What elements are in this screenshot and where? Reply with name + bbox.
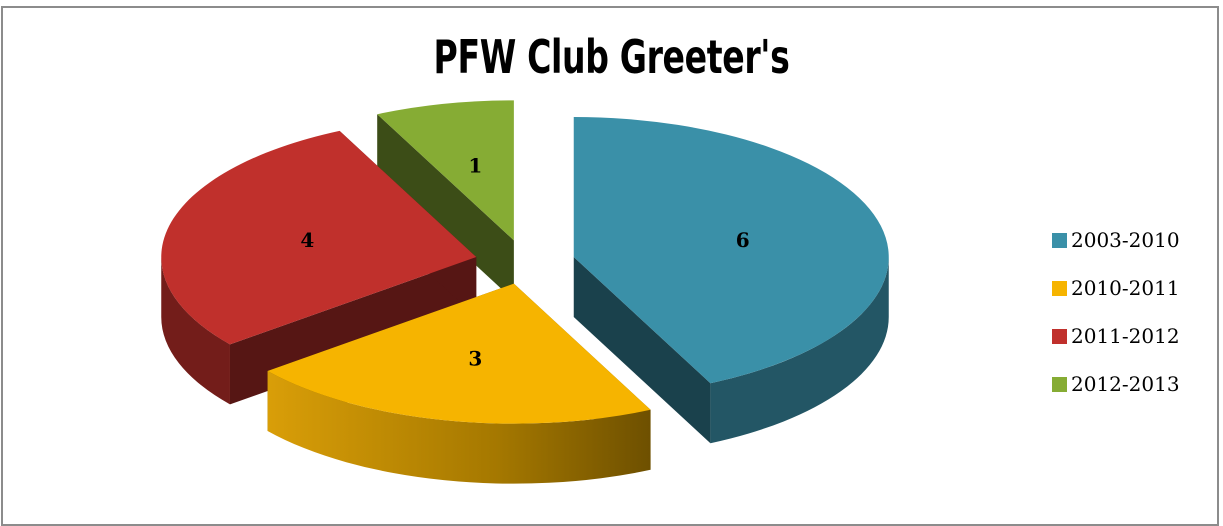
legend-item: 2003-2010	[1052, 216, 1180, 264]
legend-swatch	[1052, 376, 1067, 392]
legend-swatch	[1052, 232, 1067, 248]
pie-slice-wall	[267, 370, 651, 484]
pie-slice-top	[573, 117, 889, 384]
legend-item: 2010-2011	[1052, 264, 1180, 312]
legend-swatch	[1052, 328, 1067, 344]
legend-label: 2010-2011	[1071, 276, 1180, 300]
legend-swatch	[1052, 280, 1067, 296]
pie-slice-top	[161, 130, 477, 345]
pie-slice-top	[267, 283, 651, 424]
data-label: 3	[468, 347, 482, 371]
legend-item: 2012-2013	[1052, 360, 1180, 408]
pie-slice-group	[573, 117, 889, 444]
data-label: 1	[468, 153, 482, 177]
chart-title: PFW Club Greeter's	[433, 30, 790, 84]
legend-label: 2003-2010	[1071, 228, 1180, 252]
pie-slice-group	[377, 100, 514, 301]
pie-slice-wall	[710, 257, 889, 444]
pie-slice-wall	[161, 257, 230, 405]
legend-label: 2012-2013	[1071, 372, 1180, 396]
data-label: 6	[736, 228, 750, 252]
pie-slice-top	[377, 100, 514, 241]
legend-label: 2011-2012	[1071, 324, 1180, 348]
chart-legend: 2003-2010 2010-2011 2011-2012 2012-2013	[1052, 216, 1180, 408]
pie-slice-side	[573, 257, 711, 444]
data-label: 4	[300, 228, 314, 252]
legend-item: 2011-2012	[1052, 312, 1180, 360]
pie-slice-side	[377, 114, 514, 301]
pie-slice-group	[267, 283, 651, 484]
